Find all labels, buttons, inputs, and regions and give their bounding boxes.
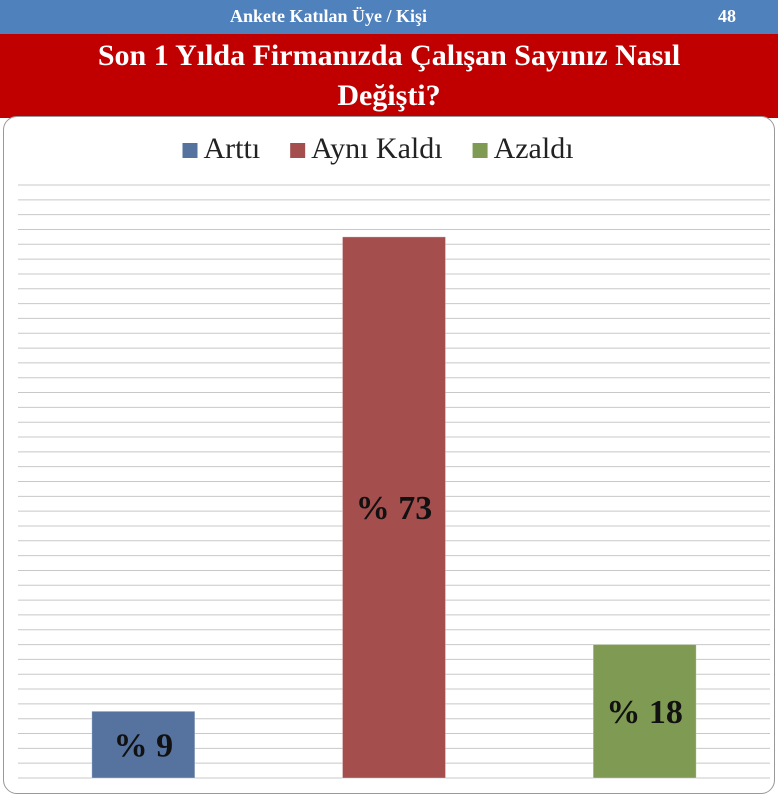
- bar: [592, 644, 697, 779]
- bar: [91, 710, 196, 779]
- data-label: % 18: [606, 694, 683, 731]
- header-label: Ankete Katılan Üye / Kişi: [230, 6, 427, 26]
- header-count: 48: [718, 6, 736, 26]
- legend-swatch: [472, 143, 488, 158]
- data-label: % 9: [114, 727, 174, 764]
- bar: [342, 236, 446, 779]
- legend-swatch: [290, 143, 306, 158]
- legend-label: Aynı Kaldı: [311, 132, 442, 165]
- legend-swatch: [182, 143, 198, 158]
- data-label: % 73: [356, 490, 433, 527]
- legend-label: Azaldı: [494, 132, 574, 165]
- top-bar: Ankete Katılan Üye / Kişi 48: [0, 0, 778, 34]
- legend-label: Arttı: [204, 132, 261, 165]
- chart-title: Son 1 Yılda Firmanızda Çalışan Sayınız N…: [0, 34, 778, 118]
